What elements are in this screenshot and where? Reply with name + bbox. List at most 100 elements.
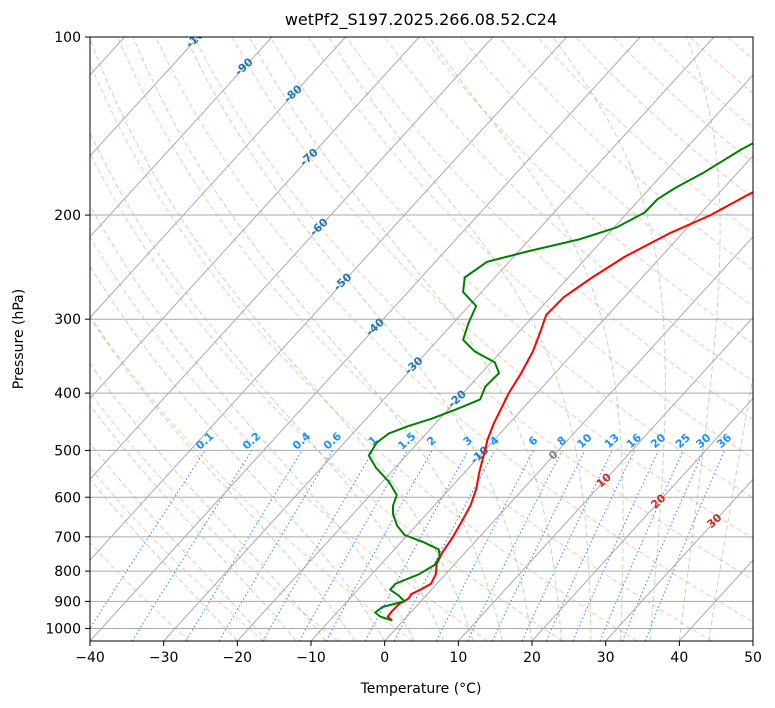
- y-tick-label: 400: [54, 386, 81, 402]
- isotherm-line: [90, 37, 567, 561]
- y-tick-label: 800: [54, 564, 81, 580]
- mixing-ratio-label: 16: [624, 431, 644, 451]
- y-tick-label: 600: [54, 490, 81, 506]
- moist-adiabat-line: [90, 362, 327, 641]
- moist-adiabat-line: [90, 442, 268, 641]
- moist-adiabat-line: [90, 404, 297, 641]
- moist-adiabat-line: [185, 37, 533, 641]
- dry-adiabat-line: [727, 37, 753, 60]
- moist-adiabat-line: [249, 37, 562, 641]
- mixing-ratio-label: 13: [602, 431, 622, 451]
- mixing-ratio-line: [491, 450, 586, 641]
- mixing-ratio-line: [467, 450, 563, 641]
- isotherm-line: [90, 37, 420, 400]
- dry-adiabat-line: [536, 37, 753, 235]
- x-tick-label: −20: [223, 650, 253, 666]
- moist-adiabat-line: [90, 265, 386, 641]
- mixing-ratio-label: 20: [648, 431, 668, 451]
- mixing-ratio-line: [325, 450, 433, 641]
- y-tick-label: 500: [54, 443, 81, 459]
- mixing-ratio-line: [218, 450, 334, 641]
- mixing-ratio-label: 6: [526, 433, 541, 448]
- isotherm-line: [457, 316, 753, 641]
- dry-adiabat-line: [155, 37, 753, 623]
- mixing-ratio-line: [621, 450, 705, 641]
- isotherm-line: [752, 640, 753, 641]
- dry-adiabat-line: [90, 467, 264, 641]
- chart-title: wetPf2_S197.2025.266.08.52.C24: [285, 10, 557, 30]
- mixing-ratio-label: 8: [555, 434, 569, 449]
- x-axis: −40 −30 −20 −10 0 10 20 30 40 50: [75, 641, 762, 666]
- isotherm-label: 40: [762, 529, 775, 549]
- moist-adiabat-line: [90, 204, 415, 641]
- mixing-ratio-line: [185, 450, 303, 641]
- dewpoint-line: [367, 142, 753, 622]
- isotherm-line: [90, 37, 346, 319]
- isotherm-line: [90, 37, 494, 481]
- x-tick-label: −10: [296, 650, 326, 666]
- mixing-ratio-line: [298, 450, 408, 641]
- mixing-ratio-label: 0.2: [240, 430, 263, 453]
- mixing-ratio-line: [572, 450, 660, 641]
- dry-adiabat-line: [460, 37, 753, 307]
- dry-adiabat-line: [307, 37, 753, 459]
- y-axis-label: Pressure (hPa): [11, 289, 27, 389]
- isotherm-line: [310, 155, 753, 641]
- isotherm-line: [90, 37, 199, 157]
- moist-adiabat-line: [552, 37, 666, 641]
- mixing-ratio-label: 0.6: [321, 429, 344, 452]
- isotherm-line: [163, 37, 715, 641]
- mixing-ratio-line: [364, 450, 469, 641]
- mixing-ratio-label: 25: [673, 431, 693, 451]
- dry-adiabat-line: [384, 37, 753, 382]
- x-tick-label: 0: [380, 650, 389, 666]
- mixing-ratio-label: 3: [461, 434, 475, 449]
- x-tick-label: 20: [523, 650, 541, 666]
- y-tick-label: 1000: [45, 621, 81, 637]
- dry-adiabat-line: [90, 152, 563, 641]
- y-tick-label: 300: [54, 312, 81, 328]
- temperature-line: [386, 191, 753, 622]
- dry-adiabat-line: [90, 62, 638, 641]
- mixing-ratio-label: 0.1: [193, 430, 216, 453]
- dry-adiabat-line: [613, 37, 753, 164]
- x-axis-label: Temperature (°C): [360, 681, 482, 697]
- isotherm-line: [531, 397, 753, 641]
- mixing-ratio-line: [599, 450, 684, 641]
- moist-adiabat-line: [90, 131, 445, 641]
- profile-lines: [367, 142, 753, 622]
- mixing-ratio-line: [644, 450, 725, 641]
- dry-adiabat-line: [90, 391, 339, 641]
- moist-adiabat-line: [90, 478, 238, 641]
- y-axis: 100 200 300 400 500 600 700 800 900 1000: [45, 30, 90, 637]
- dry-adiabat-line: [90, 315, 414, 641]
- mixing-ratio-label: 10: [575, 431, 595, 451]
- mixing-ratio-label: 0.4: [290, 429, 313, 452]
- isotherm-line: [90, 37, 273, 238]
- isotherm-line: [236, 74, 753, 641]
- x-tick-label: 50: [744, 650, 762, 666]
- dry-adiabat-line: [117, 37, 712, 641]
- isotherm-line: [605, 478, 753, 641]
- dry-adiabat-line: [193, 37, 753, 581]
- x-tick-label: −40: [75, 650, 105, 666]
- x-tick-label: 40: [670, 650, 688, 666]
- dry-adiabat-line: [689, 37, 753, 95]
- moist-adiabat-line: [428, 37, 624, 641]
- dry-adiabat-line: [422, 37, 753, 345]
- x-tick-label: −30: [149, 650, 179, 666]
- isotherm-line: [90, 37, 641, 641]
- moist-adiabat-line: [328, 37, 592, 641]
- dry-adiabat-line: [90, 235, 488, 641]
- moist-adiabat-line: [90, 316, 356, 641]
- y-tick-label: 200: [54, 208, 81, 224]
- mixing-ratio-line: [393, 450, 496, 641]
- dry-adiabat-line: [269, 37, 753, 499]
- dry-adiabat-line: [766, 37, 775, 641]
- background-lines: [90, 37, 775, 641]
- mixing-ratio-line: [435, 450, 535, 641]
- moist-adiabat-line: [90, 37, 474, 641]
- grid-lines: [90, 37, 753, 641]
- dry-adiabat-line: [90, 541, 190, 641]
